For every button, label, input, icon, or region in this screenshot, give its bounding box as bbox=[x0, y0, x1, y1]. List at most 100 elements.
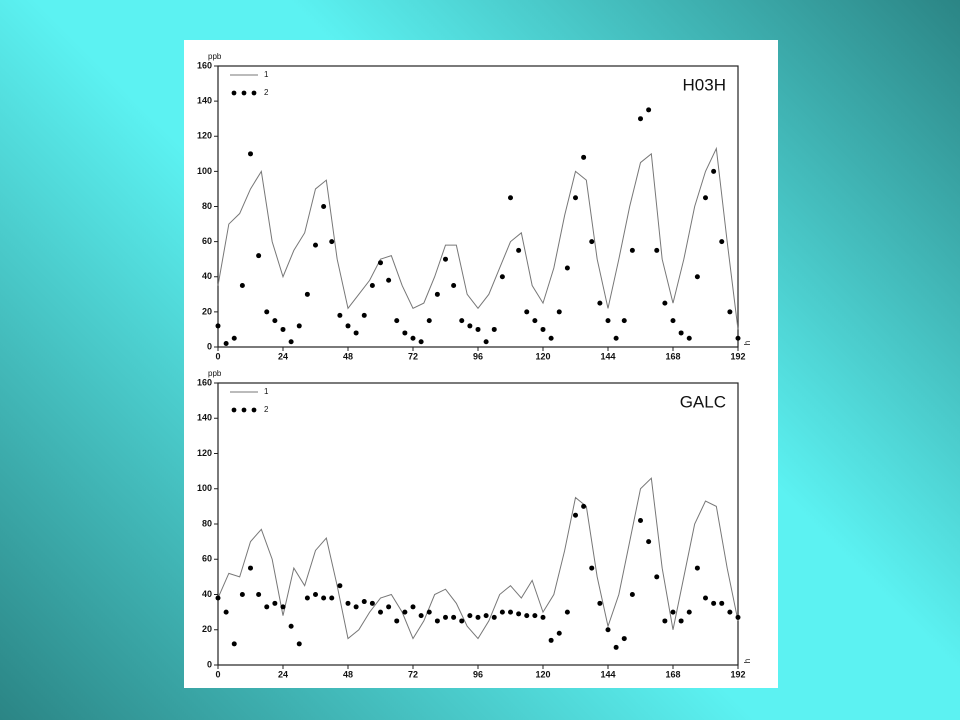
chart-title: GALC bbox=[680, 392, 726, 411]
data-point bbox=[646, 107, 652, 113]
data-point bbox=[499, 609, 505, 615]
data-point bbox=[694, 565, 700, 571]
x-axis-label: h bbox=[743, 341, 752, 345]
data-point bbox=[264, 604, 270, 610]
data-point bbox=[353, 604, 359, 610]
data-point bbox=[426, 318, 432, 324]
data-point bbox=[304, 595, 310, 601]
data-point bbox=[231, 335, 237, 341]
data-point bbox=[638, 517, 643, 523]
data-point bbox=[589, 239, 595, 245]
x-tick-label: 144 bbox=[600, 351, 615, 361]
data-point bbox=[215, 595, 221, 601]
x-axis-label: h bbox=[743, 659, 752, 663]
data-point bbox=[597, 600, 603, 606]
data-point bbox=[670, 609, 676, 615]
data-point bbox=[613, 335, 619, 341]
data-point bbox=[508, 195, 513, 201]
data-point bbox=[711, 168, 717, 174]
data-point bbox=[703, 195, 708, 201]
data-point bbox=[581, 503, 587, 509]
data-point bbox=[443, 614, 448, 620]
x-tick-label: 120 bbox=[535, 669, 550, 679]
data-point bbox=[272, 600, 278, 606]
data-point bbox=[231, 641, 237, 647]
data-point bbox=[369, 283, 375, 289]
x-tick-label: 168 bbox=[665, 351, 680, 361]
data-point bbox=[321, 595, 327, 601]
x-tick-label: 168 bbox=[665, 669, 680, 679]
line-series bbox=[217, 477, 739, 640]
legend-label: 1 bbox=[264, 387, 269, 396]
data-point bbox=[418, 613, 424, 619]
x-tick-label: 48 bbox=[343, 669, 353, 679]
y-tick-label: 60 bbox=[202, 236, 212, 246]
y-tick-label: 80 bbox=[202, 201, 212, 211]
data-point bbox=[321, 204, 327, 209]
data-point bbox=[532, 613, 538, 619]
x-tick-label: 72 bbox=[408, 669, 418, 679]
y-axis-label: ppb bbox=[208, 369, 222, 378]
data-point bbox=[467, 323, 473, 329]
x-tick-label: 192 bbox=[730, 669, 745, 679]
x-tick-label: 120 bbox=[535, 351, 550, 361]
data-point bbox=[459, 318, 465, 324]
x-tick-label: 72 bbox=[408, 351, 418, 361]
data-point bbox=[670, 318, 676, 324]
data-point bbox=[646, 539, 652, 545]
data-point bbox=[394, 618, 400, 624]
data-point bbox=[621, 318, 627, 324]
data-point bbox=[313, 242, 318, 248]
data-point bbox=[678, 618, 684, 624]
data-point bbox=[304, 291, 310, 297]
data-point bbox=[556, 309, 562, 315]
data-point bbox=[499, 274, 505, 280]
data-point bbox=[337, 312, 343, 318]
data-point bbox=[516, 611, 522, 617]
legend-dot bbox=[251, 90, 257, 96]
y-tick-label: 0 bbox=[207, 341, 212, 351]
y-tick-label: 20 bbox=[202, 306, 212, 316]
data-point bbox=[369, 600, 375, 606]
y-tick-label: 60 bbox=[202, 554, 212, 564]
data-point bbox=[288, 623, 294, 629]
data-point bbox=[418, 339, 424, 345]
data-point bbox=[735, 614, 741, 620]
data-point bbox=[329, 239, 335, 245]
data-point bbox=[467, 613, 473, 619]
data-point bbox=[280, 326, 286, 332]
data-point bbox=[394, 318, 400, 324]
data-point bbox=[711, 600, 717, 606]
panel bbox=[184, 40, 778, 688]
legend-label: 1 bbox=[264, 70, 269, 79]
data-point bbox=[491, 614, 497, 620]
data-point bbox=[556, 630, 562, 636]
data-point bbox=[678, 330, 684, 336]
data-point bbox=[589, 565, 595, 571]
data-point bbox=[662, 300, 668, 306]
data-point bbox=[426, 609, 432, 615]
data-point bbox=[629, 247, 635, 253]
x-tick-label: 48 bbox=[343, 351, 353, 361]
y-tick-label: 160 bbox=[197, 60, 212, 70]
data-point bbox=[686, 335, 692, 341]
line-series bbox=[217, 146, 739, 330]
data-point bbox=[475, 614, 481, 620]
data-point bbox=[564, 265, 570, 271]
data-point bbox=[524, 613, 530, 619]
data-point bbox=[548, 335, 554, 341]
data-point bbox=[540, 614, 546, 620]
x-tick-label: 24 bbox=[278, 351, 288, 361]
legend-dot bbox=[241, 90, 247, 96]
data-point bbox=[353, 330, 359, 336]
data-point bbox=[378, 260, 383, 266]
data-point bbox=[288, 339, 294, 345]
data-point bbox=[451, 614, 457, 620]
data-point bbox=[686, 609, 692, 615]
data-point bbox=[434, 618, 440, 624]
data-point bbox=[581, 154, 587, 160]
data-point bbox=[508, 609, 513, 615]
data-point bbox=[548, 637, 554, 643]
data-point bbox=[573, 512, 578, 518]
